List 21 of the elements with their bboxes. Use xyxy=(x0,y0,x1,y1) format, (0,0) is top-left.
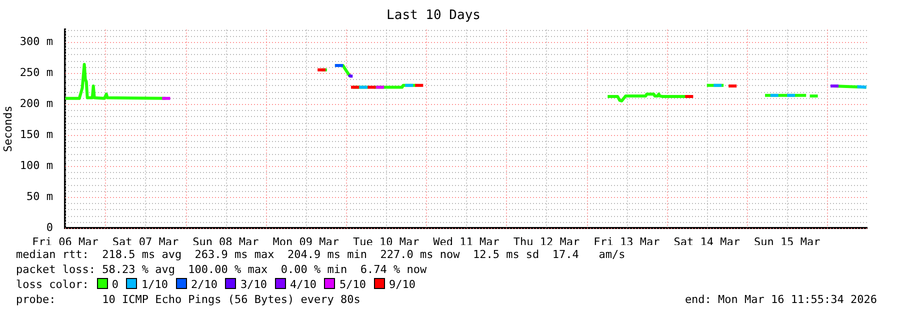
y-tick-label: 150 m xyxy=(20,128,54,141)
legend-title: loss color: xyxy=(16,278,89,291)
text: median rtt: 218.5 ms avg 263.9 ms max 204.9 ms min 227.0 ms now 12.5 ms sd 17.4 am/s xyxy=(16,247,626,262)
text: packet loss: 58.23 % avg 100.00 % max 0.00 % min 6.74 % now xyxy=(16,262,427,277)
legend-label: 5/10 xyxy=(339,278,366,291)
y-tick-label: 50 m xyxy=(26,190,54,203)
y-axis-title: Seconds xyxy=(1,106,14,152)
legend-label: 9/10 xyxy=(388,278,416,291)
y-tick-label: 300 m xyxy=(20,34,54,48)
legend-label: 1/10 xyxy=(141,278,168,291)
legend-label: 4/10 xyxy=(290,278,316,291)
legend-label: 0 xyxy=(112,278,118,291)
y-tick-label: 100 m xyxy=(20,158,54,172)
y-tick-label: 0 xyxy=(46,220,53,234)
text: end: Mon Mar 16 11:55:34 2026 xyxy=(684,292,877,307)
chart-title: Last 10 Days xyxy=(386,8,480,24)
legend-label: 2/10 xyxy=(190,278,218,291)
legend-label: 3/10 xyxy=(240,278,267,291)
y-tick-label: 250 m xyxy=(20,66,54,79)
text: probe: 10 ICMP Echo Pings (56 Bytes) every 80s xyxy=(16,292,360,307)
y-tick-label: 200 m xyxy=(20,96,54,110)
